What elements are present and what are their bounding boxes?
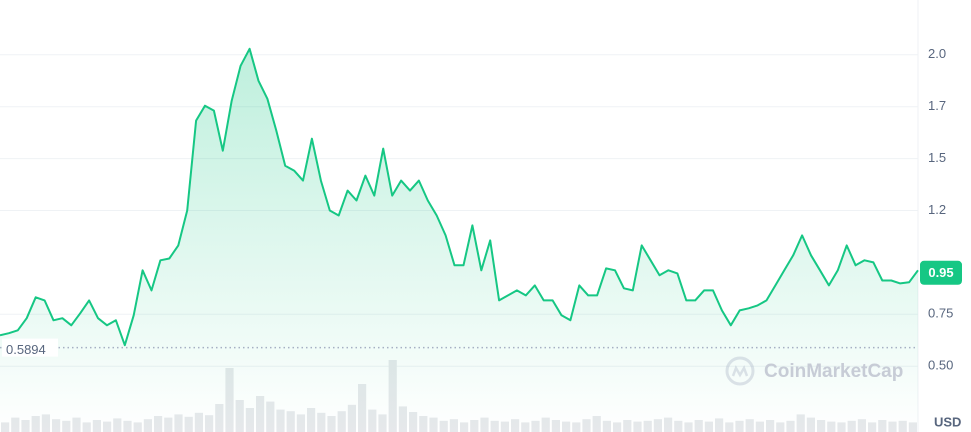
watermark-logo — [725, 356, 755, 386]
price-line — [0, 47, 919, 347]
y-tick-label: 0.75 — [928, 306, 953, 321]
watermark: CoinMarketCap — [764, 361, 903, 382]
price-badge-label: 0.95 — [928, 265, 953, 280]
y-tick-label: 2.0 — [928, 46, 946, 61]
y-tick-label: 1.5 — [928, 150, 946, 165]
y-tick-label: 1.7 — [928, 98, 946, 113]
price-badge — [920, 260, 962, 285]
y-tick-label: 1.2 — [928, 202, 946, 217]
currency-label: USD — [934, 414, 961, 429]
y-tick-label: 0.50 — [928, 358, 953, 373]
price-area — [0, 48, 918, 432]
reference-label-bg — [2, 338, 58, 357]
reference-label: 0.5894 — [6, 342, 46, 357]
